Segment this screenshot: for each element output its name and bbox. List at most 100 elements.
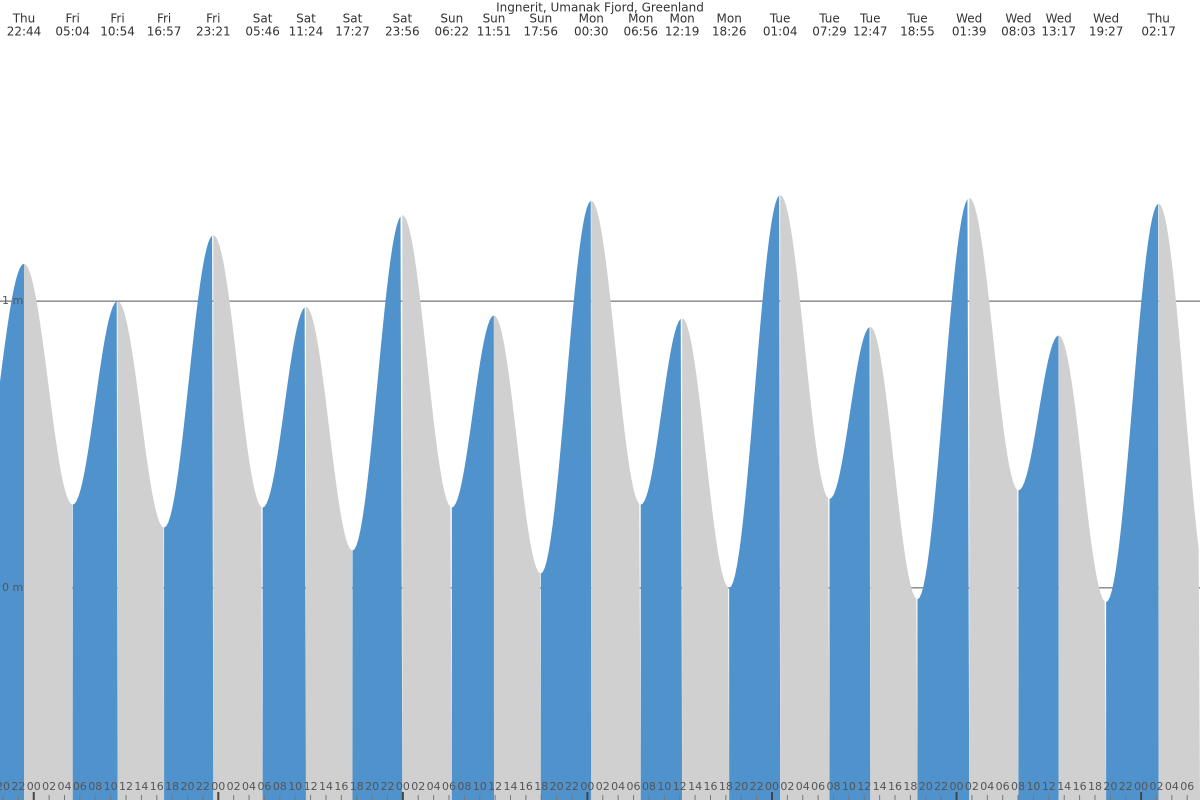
x-tick-label: 02 (965, 780, 979, 793)
x-tick-label: 18 (1088, 780, 1102, 793)
extreme-time: 18:26 (712, 25, 747, 39)
x-tick-label: 06 (73, 780, 87, 793)
extreme-time: 05:04 (55, 25, 90, 39)
extreme-day: Sun (529, 12, 552, 26)
extreme-time: 01:39 (952, 25, 987, 39)
x-tick-label: 06 (811, 780, 825, 793)
tide-area (262, 307, 306, 800)
tide-area (780, 194, 830, 800)
x-tick-label: 08 (457, 780, 471, 793)
extreme-day: Mon (628, 12, 653, 26)
x-tick-label: 08 (1011, 780, 1025, 793)
x-tick-label: 10 (842, 780, 856, 793)
x-tick-label: 20 (550, 780, 564, 793)
areas (0, 194, 1200, 800)
extreme-time: 23:56 (385, 25, 420, 39)
x-tick-label: 04 (611, 780, 625, 793)
x-tick-label: 14 (873, 780, 887, 793)
extreme-time: 10:54 (100, 25, 135, 39)
x-tick-label: 20 (1103, 780, 1117, 793)
x-tick-label: 18 (165, 780, 179, 793)
x-tick-label: 16 (1073, 780, 1087, 793)
extreme-time: 16:57 (147, 25, 182, 39)
extreme-time: 06:22 (435, 25, 470, 39)
extreme-time: 02:17 (1141, 25, 1176, 39)
tide-area (305, 306, 353, 800)
x-tick-label: 04 (980, 780, 994, 793)
extreme-day: Mon (669, 12, 694, 26)
x-tick-label: 14 (134, 780, 148, 793)
extreme-time: 12:19 (665, 25, 700, 39)
x-tick-label: 12 (673, 780, 687, 793)
x-tick-label: 20 (919, 780, 933, 793)
extreme-day: Tue (769, 12, 791, 26)
extreme-day: Mon (717, 12, 742, 26)
tide-area (969, 197, 1019, 800)
extreme-day: Wed (1093, 12, 1119, 26)
extreme-time: 18:55 (900, 25, 935, 39)
tide-area (1106, 203, 1159, 800)
extreme-time: 19:27 (1089, 25, 1124, 39)
extreme-time: 23:21 (196, 25, 231, 39)
tide-area (870, 326, 918, 800)
x-tick-label: 06 (1180, 780, 1194, 793)
extreme-day: Tue (818, 12, 840, 26)
x-tick-label: 04 (796, 780, 810, 793)
extreme-time: 11:51 (477, 25, 512, 39)
extreme-time: 06:56 (623, 25, 658, 39)
extreme-time: 17:56 (523, 25, 558, 39)
tide-area (451, 315, 494, 800)
tide-area (493, 315, 541, 800)
extreme-time: 01:04 (763, 25, 798, 39)
x-tick-label: 14 (688, 780, 702, 793)
x-tick-label: 02 (227, 780, 241, 793)
tide-area (591, 200, 641, 800)
tide-area (213, 235, 263, 800)
x-tick-label: 08 (642, 780, 656, 793)
tide-area (164, 235, 214, 800)
x-tick-label: 12 (304, 780, 318, 793)
x-tick-label: 22 (934, 780, 948, 793)
extreme-day: Sun (483, 12, 506, 26)
x-tick-label: 18 (534, 780, 548, 793)
extreme-time: 13:17 (1041, 25, 1076, 39)
x-tick-label: 08 (273, 780, 287, 793)
x-tick-label: 06 (442, 780, 456, 793)
x-tick-label: 12 (488, 780, 502, 793)
x-tick-label: 10 (288, 780, 302, 793)
extreme-day: Tue (859, 12, 881, 26)
x-tick-label: 14 (1057, 780, 1071, 793)
x-tick-label: 04 (242, 780, 256, 793)
x-tick-label: 04 (1165, 780, 1179, 793)
x-tick-label: 04 (427, 780, 441, 793)
x-tick-label: 22 (11, 780, 25, 793)
x-tick-label: 00 (211, 780, 225, 793)
x-tick-label: 02 (411, 780, 425, 793)
extreme-day: Sat (253, 12, 273, 26)
extreme-day: Wed (1046, 12, 1072, 26)
extreme-time: 11:24 (289, 25, 324, 39)
tide-area (1018, 335, 1059, 800)
extreme-time: 07:29 (812, 25, 847, 39)
tide-area (729, 195, 781, 800)
x-tick-label: 20 (0, 780, 10, 793)
tide-area (829, 327, 871, 800)
tide-area (352, 216, 403, 800)
tide-area (72, 301, 118, 800)
x-tick-label: 08 (827, 780, 841, 793)
x-tick-label: 22 (750, 780, 764, 793)
x-tick-label: 00 (396, 780, 410, 793)
extreme-day: Sat (393, 12, 413, 26)
x-tick-label: 16 (334, 780, 348, 793)
extreme-time: 12:47 (853, 25, 888, 39)
x-tick-label: 18 (903, 780, 917, 793)
y-tick-label: 0 m (2, 581, 23, 594)
x-tick-label: 20 (181, 780, 195, 793)
extreme-day: Wed (1005, 12, 1031, 26)
tide-area (1058, 335, 1107, 800)
extreme-time: 05:46 (245, 25, 280, 39)
x-tick-label: 22 (196, 780, 210, 793)
extreme-day: Mon (579, 12, 604, 26)
x-tick-label: 12 (119, 780, 133, 793)
